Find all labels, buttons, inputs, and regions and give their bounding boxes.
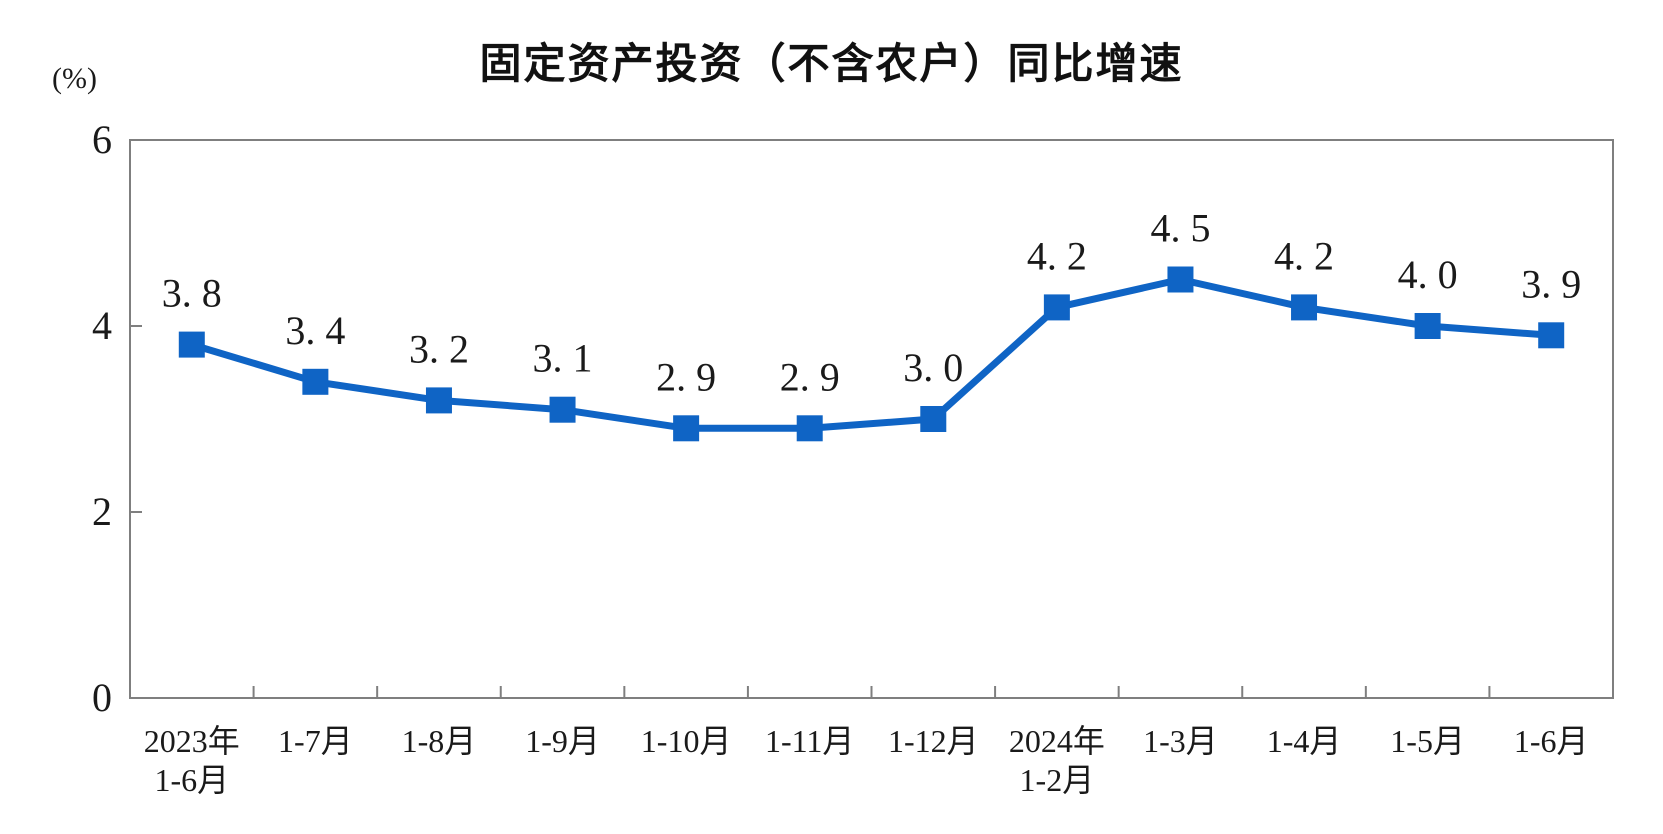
x-axis-tick-label: 1-12月 (888, 723, 979, 759)
x-axis-tick-label: 1-4月 (1267, 723, 1342, 759)
data-point-value-label: 3. 2 (409, 326, 469, 371)
chart-title: 固定资产投资（不含农户）同比增速 (479, 40, 1184, 87)
data-point-value-label: 2. 9 (656, 354, 716, 399)
x-axis-tick-label: 1-6月 (1514, 723, 1589, 759)
data-point-marker (920, 406, 947, 432)
data-point-marker (1167, 266, 1194, 293)
data-point-marker (1538, 322, 1565, 349)
data-point-marker (796, 415, 823, 442)
x-axis-tick-label: 2024年 (1009, 723, 1105, 759)
x-axis-tick-label: 1-10月 (641, 723, 732, 759)
y-axis-tick-label: 6 (92, 117, 112, 162)
data-point-value-label: 4. 0 (1398, 252, 1458, 297)
y-axis-unit-label: (%) (52, 62, 97, 95)
x-axis-tick-label: 1-5月 (1390, 723, 1465, 759)
y-axis-tick-label: 4 (92, 303, 112, 348)
x-axis-tick-label: 1-9月 (525, 723, 600, 759)
data-point-marker (178, 331, 205, 358)
data-point-marker (1043, 294, 1070, 321)
data-point-marker (425, 387, 452, 414)
data-point-value-label: 3. 8 (162, 271, 222, 316)
x-axis-tick-label: 1-3月 (1143, 723, 1218, 759)
data-point-value-label: 4. 5 (1150, 206, 1210, 251)
data-point-value-label: 4. 2 (1027, 233, 1087, 278)
data-point-marker (302, 368, 329, 395)
y-axis-tick-label: 0 (92, 675, 112, 720)
data-point-marker (1291, 294, 1318, 321)
x-axis-tick-label: 2023年 (144, 723, 240, 759)
data-point-value-label: 4. 2 (1274, 233, 1334, 278)
x-axis-tick-label: 1-8月 (402, 723, 477, 759)
y-axis-tick-label: 2 (92, 489, 112, 534)
x-axis-tick-label: 1-2月 (1020, 762, 1095, 798)
data-line (188, 276, 1555, 432)
data-point-value-label: 3. 4 (285, 308, 345, 353)
data-point-value-label: 3. 9 (1521, 261, 1581, 306)
x-axis-tick-label: 1-6月 (154, 762, 229, 798)
data-point-marker (549, 396, 576, 423)
x-axis-tick-label: 1-11月 (765, 723, 854, 759)
data-point-marker (1414, 313, 1441, 339)
data-point-value-label: 3. 1 (533, 336, 593, 381)
data-point-marker (673, 415, 700, 442)
data-point-value-label: 3. 0 (903, 345, 963, 390)
x-axis-tick-label: 1-7月 (278, 723, 353, 759)
plot-border (129, 139, 1614, 699)
data-point-value-label: 2. 9 (780, 354, 840, 399)
